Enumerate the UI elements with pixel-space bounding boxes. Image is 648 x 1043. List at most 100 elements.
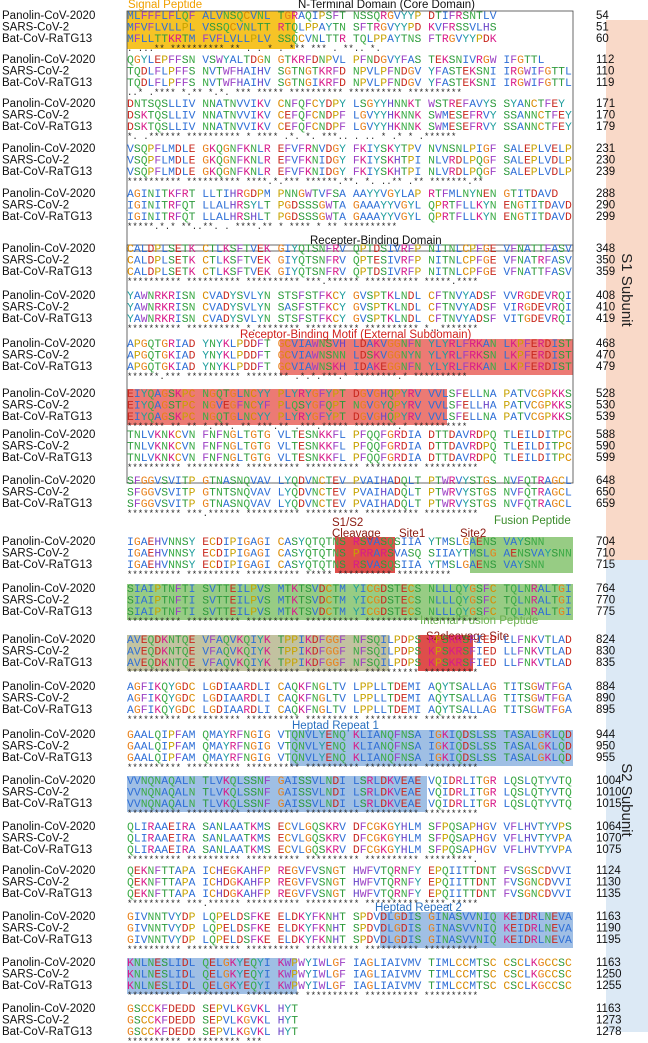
- sequence-row: GAALQIPFAM QMAYRFNGIG VTQNVLYENQ KLIANQF…: [127, 742, 572, 754]
- sequence-row: SFGGVSVITP GTNASNQVAV LYQDVNCTEV PVAIHAD…: [127, 476, 572, 488]
- sequence-name: Panolin-CoV-2020: [2, 911, 95, 923]
- position-number: 650: [596, 487, 615, 499]
- position-number: 230: [596, 155, 615, 167]
- sequence-row: EIYQAGSKPC NGQTGLNCYY PLYRYGFYPT DGVGHQP…: [127, 389, 572, 401]
- sequence-name: SARS-CoV-2: [2, 200, 69, 212]
- sequence-name: Bat-CoV-RaTG13: [2, 888, 92, 900]
- consensus-row: ..* .**** *.** *.*. *** ***** **********…: [127, 88, 462, 98]
- sequence-row: IGAEHVNNSY ECDIPIGAGI CASYQTQTNS PRRARSV…: [127, 549, 572, 561]
- sequence-row: VVNQNAQALN TLVKQLSSNF GAISSVLNDI LSRLDKV…: [127, 799, 572, 811]
- hr1-box: [127, 776, 427, 812]
- fusion-box: [127, 584, 573, 620]
- consensus-row: ********** ********** ********** *******…: [127, 855, 478, 865]
- sequence-name: Bat-CoV-RaTG13: [2, 211, 92, 223]
- s1-band: [606, 20, 648, 560]
- position-number: 408: [596, 290, 615, 302]
- annotation: Fusion Peptide: [494, 515, 571, 527]
- consensus-row: ********** ********** ********** *******…: [127, 809, 478, 819]
- consensus-row: ********** ********** ********** *******…: [127, 617, 478, 627]
- position-number: 1163: [596, 1003, 621, 1015]
- sequence-name: SARS-CoV-2: [2, 787, 69, 799]
- sequence-row: EIYQAGSKPC NGQTGLNCYY PLYRYGFYPT DGVGHQP…: [127, 412, 572, 424]
- domain-highlights: [127, 11, 573, 994]
- sequence-name: Bat-CoV-RaTG13: [2, 606, 92, 618]
- sequence-row: VSQPFLMDLE GKQGNFKNLR EFVFRNVDGY FKIYSKY…: [127, 144, 572, 156]
- rbd-outline: [126, 244, 574, 484]
- position-number: 110: [596, 66, 614, 78]
- sequence-name: Panolin-CoV-2020: [2, 583, 95, 595]
- sequence-row: IGINITRFQT LLALHRSYLT PGDSSSGWTA GAAAYYV…: [127, 201, 572, 213]
- position-number: 824: [596, 634, 616, 646]
- sequence-row: VSQPFLMDLE GKQGNFKNLR EFVFKNIDGY FKIYSKH…: [127, 156, 572, 168]
- position-number: 1190: [596, 923, 621, 935]
- position-number: 1015: [596, 798, 622, 810]
- sequence-name: Bat-CoV-RaTG13: [2, 559, 92, 571]
- fusion-box: [470, 537, 573, 573]
- sequence-row: GAALQIPFAM QMAYRFNGIG VTQNVLYENQ KLIANQF…: [127, 753, 572, 765]
- sequence-name: Bat-CoV-RaTG13: [2, 266, 92, 278]
- s2-band: [606, 560, 648, 1032]
- sequence-name: Panolin-CoV-2020: [2, 821, 95, 833]
- annotation: Recepter-Binding Domain: [310, 235, 442, 247]
- sequence-name: SARS-CoV-2: [2, 255, 69, 267]
- position-number: 1255: [596, 980, 622, 992]
- position-number: 1004: [596, 775, 622, 787]
- hr1-box: [290, 730, 573, 766]
- consensus-row: ********** ********** ********** ***** *…: [127, 570, 451, 580]
- sequence-row: QGYLEPFFSN VSWYALTDGN GTKRFDNPVL PFNDGVY…: [127, 55, 545, 67]
- sequence-row: APGQTGKIAD YNYKLPDDFT GCVIAWNSNN LDSKVGG…: [127, 351, 572, 363]
- sequence-name: Panolin-CoV-2020: [2, 865, 95, 877]
- position-number: 835: [596, 657, 615, 669]
- sequence-row: IGAEHVNNSY ECDIPIGAGI CASYQTQTNS RSVASQS…: [127, 537, 544, 549]
- position-number: 890: [596, 693, 615, 705]
- sequence-row: AVEQDKNTQE VFAQVKQIYK TPPIKDFGGF NFSQILP…: [127, 647, 572, 659]
- sequence-row: DNTSQSLLIV NNATNVVIKV CNFQFCYDPY LSGYYHN…: [127, 99, 565, 111]
- sequence-name: Panolin-CoV-2020: [2, 54, 95, 66]
- sequence-row: MFLLTTKRTM FVFLVLLPLV SSQCVNLTTR TQLPPAY…: [127, 34, 497, 46]
- sequence-row: GSCCKFDEDD SEPVLKGVKL HYT: [127, 1027, 298, 1039]
- position-number: 895: [596, 704, 615, 716]
- sequence-name: SARS-CoV-2: [2, 350, 69, 362]
- position-number: 1070: [596, 833, 622, 845]
- sequence-name: Panolin-CoV-2020: [2, 681, 95, 693]
- sequence-row: IGINITRFQT LLALHRSHLT PGDSSSGWTA GAAAYYV…: [127, 212, 572, 224]
- position-number: 1010: [596, 787, 622, 799]
- sequence-row: AGFIKQYGDC LGDIAARDLI CAQKFNGLTV LPPLLTD…: [127, 705, 572, 717]
- sequence-name: SARS-CoV-2: [2, 548, 69, 560]
- sequence-name: Bat-CoV-RaTG13: [2, 752, 92, 764]
- sequence-row: MFVFLVLLPL VSSQCVNLTT RTQLPPAYTN SFTRGVY…: [127, 23, 497, 35]
- consensus-row: ********** ********** ********** ***.***…: [127, 277, 478, 287]
- position-number: 770: [596, 595, 615, 607]
- sequence-name: SARS-CoV-2: [2, 833, 69, 845]
- sequence-name: SARS-CoV-2: [2, 595, 69, 607]
- sequence-row: KNLNESLIDL QELGKYEQYI KWPWYIWLGF IAGLIAI…: [127, 981, 572, 993]
- consensus-row: ********** ********** *.******** *******…: [127, 324, 478, 334]
- annotation: S1/S2: [332, 517, 363, 529]
- position-number: 179: [596, 121, 615, 133]
- position-number: 1273: [596, 1015, 622, 1027]
- position-number: 1135: [596, 888, 621, 900]
- consensus-row: ********** ***.****** ********** *******…: [127, 899, 478, 909]
- consensus-row: *. .****** ********** * **** .*. *. ***.…: [127, 132, 456, 142]
- sequence-row: TNLVKNKCVN FNFNGLTGTG VLTESNKKFL PFQQFGR…: [127, 430, 572, 442]
- s2-cleavage-box: [418, 635, 473, 671]
- position-number: 350: [596, 255, 615, 267]
- annotation: Heptad Repeat 1: [292, 720, 379, 732]
- sequence-row: AVEQDKNTQE VFAQVKQIYK TPPIKDFGGF NFSQILP…: [127, 635, 572, 647]
- sequence-name: SARS-CoV-2: [2, 155, 69, 167]
- rbm-box: [127, 389, 447, 425]
- position-number: 710: [596, 548, 615, 560]
- annotation: Receptor-Binding Motif (External Subdoma…: [240, 329, 472, 341]
- sequence-row: SIAIPTNFTI SVTTEILPVS MTKTSVDCTM YICGDST…: [127, 596, 572, 608]
- sequence-name: Bat-CoV-RaTG13: [2, 980, 92, 992]
- sequence-row: TNLVKNKCVN FNFNGLTGTG VLTESNKKFL PFQQFGR…: [127, 442, 572, 454]
- sequence-name: Bat-CoV-RaTG13: [2, 361, 92, 373]
- domain-outlines: [126, 10, 574, 484]
- position-number: 239: [596, 166, 615, 178]
- sequence-row: CALDPLSETK CTLKSFTVEK GIYQTSNFRV QPTESIV…: [127, 256, 572, 268]
- annotation: Cleavage: [332, 528, 381, 540]
- position-number: 1130: [596, 877, 621, 889]
- position-number: 955: [596, 752, 615, 764]
- sequence-name: SARS-CoV-2: [2, 400, 69, 412]
- alignment-rows: Panolin-CoV-2020 MLFFFLFLQF ALVNSQCVNL TG…: [2, 10, 622, 1043]
